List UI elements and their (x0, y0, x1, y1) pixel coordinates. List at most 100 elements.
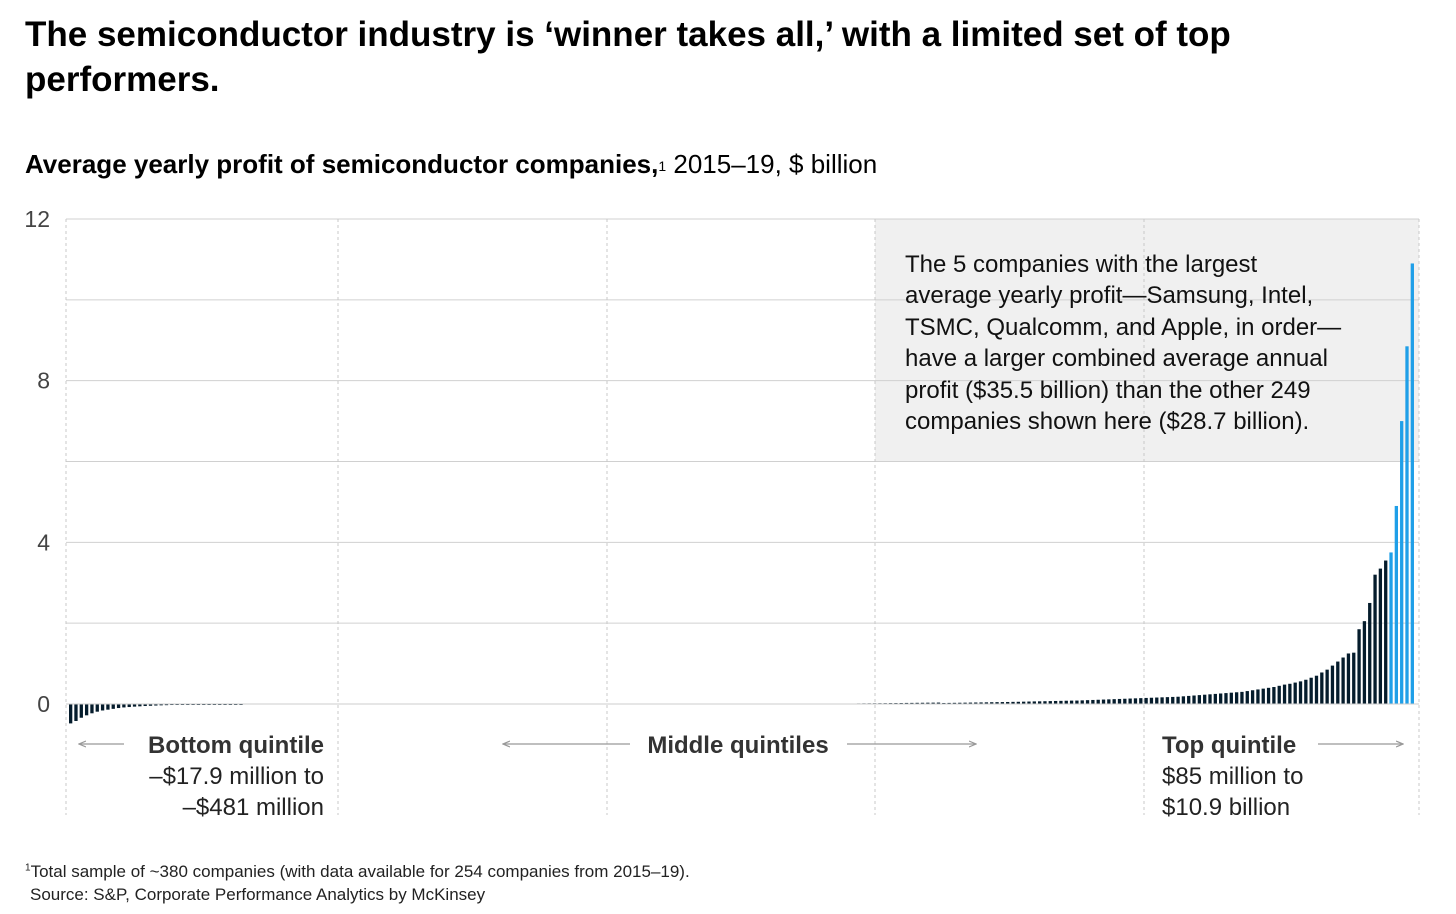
bar (132, 704, 137, 707)
bar (1107, 699, 1111, 704)
bar (69, 704, 73, 724)
callout-line-2: average yearly profit—Samsung, Intel, (905, 282, 1313, 309)
bar (1139, 698, 1143, 704)
bar (1208, 694, 1212, 704)
bar (936, 702, 941, 704)
bar (1368, 602, 1372, 704)
bar-top5 (1410, 263, 1414, 704)
bar (1027, 701, 1031, 704)
footnote: 1Total sample of ~380 companies (with da… (25, 856, 690, 906)
bar (1011, 701, 1015, 704)
bar (148, 704, 153, 706)
bar (952, 702, 957, 704)
bar (1250, 690, 1255, 704)
bar (84, 704, 89, 716)
bar (920, 702, 925, 704)
bar (1048, 701, 1052, 704)
bar-top5 (1394, 505, 1398, 704)
bar (1336, 661, 1340, 704)
bar (1245, 691, 1249, 704)
footnote-marker: 1 (25, 862, 31, 873)
bar (1325, 669, 1329, 704)
bar (116, 704, 121, 709)
bar (1224, 693, 1228, 704)
bar (1080, 700, 1084, 704)
top-quintile-label: Top quintile (1162, 732, 1296, 759)
bar (1176, 696, 1180, 704)
bar (910, 702, 914, 704)
top-quintile-range-1: $85 million to (1162, 763, 1303, 790)
bar-top5 (1400, 421, 1404, 704)
bar (1032, 701, 1036, 704)
bar (122, 704, 126, 708)
bar (1314, 675, 1319, 704)
bar (1053, 700, 1058, 704)
bar (1016, 701, 1020, 704)
top-quintile-range-2: $10.9 billion (1162, 794, 1290, 821)
bar (904, 702, 909, 704)
callout-line-4: have a larger combined average annual (905, 345, 1328, 372)
bar (1346, 653, 1351, 704)
footnote-text: Total sample of ~380 companies (with dat… (30, 861, 690, 881)
bar (1101, 699, 1106, 704)
bar (1144, 697, 1148, 704)
bar (1022, 701, 1026, 704)
bar (1378, 568, 1383, 704)
chart-title: The semiconductor industry is ‘winner ta… (25, 15, 1231, 99)
bar (106, 704, 110, 710)
bar (1192, 695, 1196, 704)
callout-background (875, 219, 1419, 462)
bar (1043, 701, 1047, 704)
bar (1091, 699, 1095, 704)
bar-top5 (1389, 552, 1393, 704)
middle-quintiles-label: Middle quintiles (647, 732, 828, 759)
bar (1229, 692, 1233, 704)
bar (1219, 693, 1223, 704)
bar (1181, 696, 1186, 704)
bar (947, 702, 951, 704)
bar (1304, 679, 1308, 704)
subtitle-units: 2015–19, $ billion (666, 149, 878, 179)
callout-line-5: profit ($35.5 billion) than the other 24… (905, 377, 1311, 404)
bar (1069, 700, 1074, 704)
bottom-quintile-range-1: –$17.9 million to (149, 763, 324, 790)
bar (1357, 629, 1361, 704)
bar (1293, 682, 1297, 704)
bar (942, 702, 946, 704)
bar (974, 702, 978, 704)
bar (968, 702, 973, 704)
bar (1203, 694, 1207, 704)
y-tick-label: 4 (37, 529, 50, 555)
bar (1112, 699, 1116, 704)
source-note: Source: S&P, Corporate Performance Analy… (30, 884, 486, 904)
bar (79, 704, 83, 718)
bar (926, 702, 930, 704)
bar (1240, 691, 1244, 705)
callout-line-6: companies shown here ($28.7 billion). (905, 408, 1309, 435)
bar (1330, 665, 1335, 704)
bar (990, 702, 994, 704)
bar (1187, 695, 1191, 704)
bar (1165, 697, 1170, 704)
bar (979, 702, 983, 704)
y-tick-label: 0 (37, 691, 50, 717)
bar (984, 702, 989, 704)
bar (111, 704, 115, 709)
bottom-quintile-range-2: –$481 million (183, 794, 324, 821)
bar (1117, 698, 1122, 704)
bar (1298, 681, 1303, 704)
subtitle-main: Average yearly profit of semiconductor c… (25, 149, 659, 179)
bar (915, 702, 919, 704)
bar (154, 704, 158, 706)
bar (100, 704, 105, 711)
bar (1320, 672, 1324, 704)
bar (1261, 688, 1265, 704)
bar (1075, 700, 1079, 704)
bar (1155, 697, 1159, 704)
bar (138, 704, 142, 707)
bar (127, 704, 131, 708)
y-axis-ticks: 0 4 8 12 (24, 206, 50, 717)
bar (958, 702, 962, 704)
subtitle-footnote-marker: 1 (658, 158, 667, 174)
